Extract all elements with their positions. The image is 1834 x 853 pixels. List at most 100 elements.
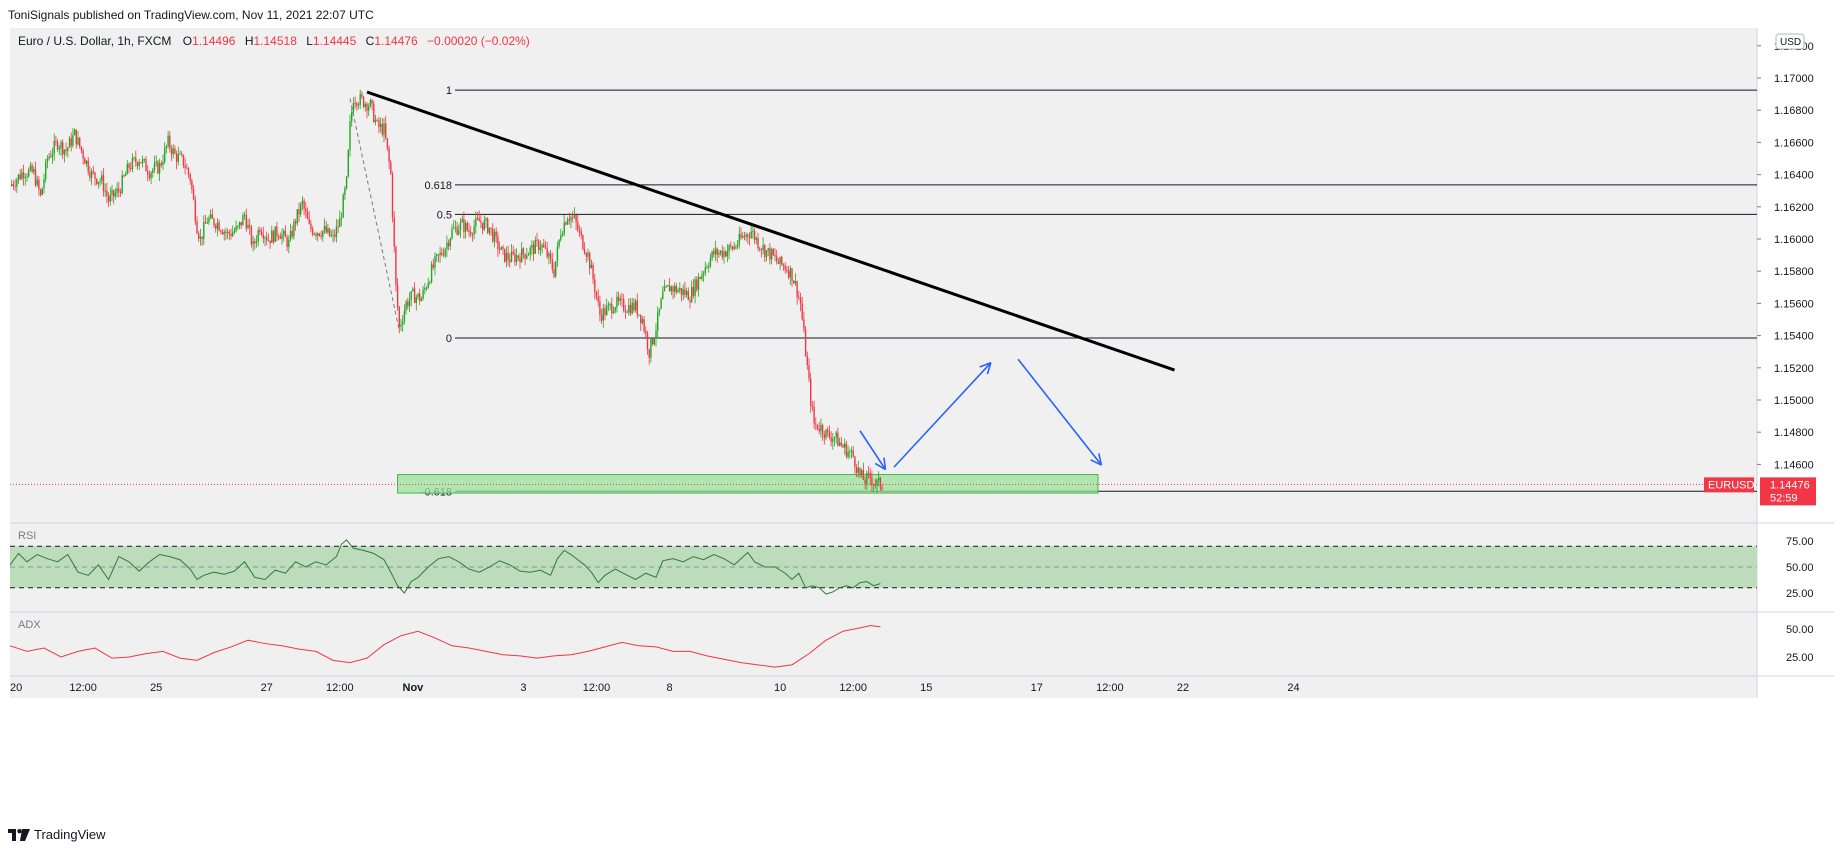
candle-body [490, 227, 492, 229]
candle-body [85, 160, 88, 164]
candle-body [230, 233, 232, 237]
candle-body [272, 230, 275, 242]
candle-body [806, 356, 808, 365]
time-tick-label: 22 [1177, 682, 1189, 694]
projection-arrow-3 [1017, 358, 1103, 466]
candle-body [437, 254, 440, 256]
candle-body [631, 302, 633, 314]
candle-body [869, 473, 871, 478]
candle-body [646, 333, 649, 350]
candle-body [196, 221, 198, 234]
candle-body [145, 159, 147, 172]
candle-body [152, 169, 154, 173]
candle-body [451, 228, 453, 239]
candle-body [403, 310, 406, 322]
time-tick-label: Nov [403, 682, 425, 694]
candle-body [684, 289, 686, 295]
time-tick-label: 3 [520, 682, 526, 694]
candle-body [138, 162, 140, 166]
candle-body [645, 331, 647, 334]
candle-body [692, 286, 695, 296]
candle-body [587, 252, 589, 257]
candle-body [820, 425, 822, 432]
last-price-badge [1760, 477, 1816, 506]
candle-body [852, 450, 854, 457]
candle-body [254, 241, 256, 244]
candle-body [70, 138, 72, 146]
candle-body [257, 230, 259, 242]
candle-body [548, 253, 550, 257]
candle-body [485, 218, 487, 221]
candle-body [153, 163, 156, 170]
candle-body [742, 236, 744, 238]
candle-body [72, 135, 74, 146]
candle-body [369, 99, 372, 107]
candle-body [296, 209, 298, 224]
candle-body [611, 303, 613, 314]
candle-body [786, 269, 788, 272]
candle-body [828, 431, 831, 438]
candle-body [702, 272, 705, 275]
candle-body [592, 264, 594, 280]
candle-body [26, 176, 28, 178]
candle-body [320, 235, 322, 237]
candle-body [223, 231, 225, 235]
candle-body [182, 154, 185, 166]
candle-body [396, 284, 399, 308]
candle-body [203, 222, 205, 239]
candle-body [148, 174, 151, 179]
candle-body [73, 129, 76, 136]
candle-body [157, 161, 159, 174]
time-axis-bg [10, 676, 1757, 698]
candle-body [687, 290, 689, 301]
candle-body [840, 442, 842, 446]
candle-body [14, 185, 16, 187]
candle-body [82, 150, 84, 159]
time-tick-label: 25 [150, 682, 162, 694]
candle-body [87, 160, 89, 173]
candle-body [456, 226, 458, 235]
candle-body [674, 285, 676, 292]
candle-body [208, 218, 210, 223]
candle-body [441, 252, 443, 255]
candle-body [213, 218, 215, 226]
candle-body [743, 236, 746, 238]
candle-body [600, 314, 603, 321]
candle-body [170, 148, 173, 155]
tradingview-footer[interactable]: TradingView [8, 827, 106, 842]
candle-body [63, 149, 66, 155]
candle-body [334, 234, 336, 237]
candle-body [147, 171, 149, 175]
candle-body [39, 189, 42, 195]
candle-body [670, 286, 672, 292]
candle-body [801, 303, 803, 320]
candle-body [332, 234, 334, 236]
candle-body [126, 163, 128, 175]
candle-body [777, 261, 780, 264]
candle-body [556, 246, 559, 262]
candle-body [187, 168, 190, 175]
candle-body [689, 300, 691, 303]
candle-body [255, 241, 258, 244]
candle-body [31, 165, 33, 173]
time-tick-label: 17 [1031, 682, 1043, 694]
candle-body [597, 296, 599, 302]
candle-body [412, 288, 414, 292]
candle-body [668, 285, 671, 292]
candle-body [679, 288, 681, 291]
candle-body [765, 250, 768, 258]
candle-body [28, 169, 30, 177]
price-tick-label: 1.14600 [1774, 459, 1814, 471]
candle-body [349, 121, 351, 151]
candle-body [572, 217, 574, 218]
candle-body [864, 479, 866, 484]
candle-body [517, 255, 519, 258]
candle-body [697, 276, 700, 290]
candle-body [459, 222, 462, 231]
tradingview-logo-icon [8, 828, 30, 841]
candle-body [527, 254, 530, 256]
candle-body [53, 140, 55, 154]
candle-body [563, 222, 565, 234]
candle-body [677, 290, 679, 293]
